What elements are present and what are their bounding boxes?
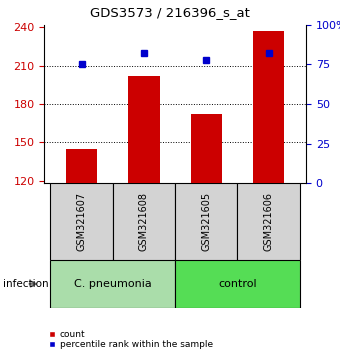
Bar [66, 149, 97, 183]
Legend: count, percentile rank within the sample: count, percentile rank within the sample [49, 330, 213, 349]
Bar [191, 114, 222, 183]
Bar [175, 183, 237, 260]
Text: infection: infection [3, 279, 49, 289]
Bar [50, 183, 113, 260]
Text: C. pneumonia: C. pneumonia [74, 279, 152, 289]
Bar [175, 260, 300, 308]
Text: GSM321607: GSM321607 [76, 192, 87, 251]
Text: GSM321608: GSM321608 [139, 192, 149, 251]
Bar [237, 183, 300, 260]
Text: GDS3573 / 216396_s_at: GDS3573 / 216396_s_at [90, 6, 250, 19]
Bar [113, 183, 175, 260]
Text: GSM321605: GSM321605 [201, 192, 211, 251]
Text: GSM321606: GSM321606 [264, 192, 274, 251]
Text: control: control [218, 279, 257, 289]
Bar [50, 260, 175, 308]
Bar [129, 76, 159, 183]
Bar [253, 31, 284, 183]
